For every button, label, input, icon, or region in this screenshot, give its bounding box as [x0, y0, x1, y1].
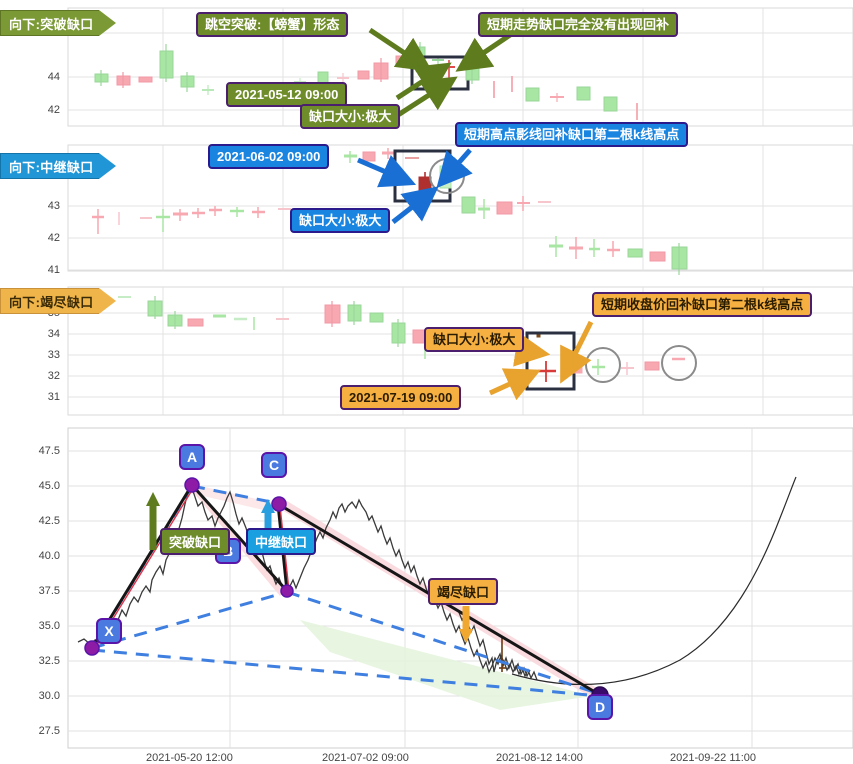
xtick-main-0: 2021-05-20 12:00 — [146, 752, 233, 764]
ytick-exhaustion-4: 31 — [47, 391, 60, 403]
ytick-exhaustion-1: 34 — [47, 328, 60, 340]
pivot-badge-d[interactable]: D — [587, 694, 613, 720]
callout-exhaustion-date: 2021-07-19 09:00 — [340, 385, 462, 410]
ytick-main-7: 30.0 — [38, 690, 60, 702]
ytick-main-1: 45.0 — [38, 480, 60, 492]
callout-runaway-date: 2021-06-02 09:00 — [208, 144, 330, 169]
banner-exhaustion-gap: 向下:竭尽缺口 — [0, 288, 117, 314]
banner-arrow-tip-icon — [99, 153, 117, 179]
xtick-main-3: 2021-09-22 11:00 — [670, 752, 757, 764]
pivot-badge-x[interactable]: X — [96, 618, 122, 644]
callout-crab-pattern: 跳空突破:【螃蟹】形态 — [196, 12, 349, 37]
banner-exhaustion-label: 向下:竭尽缺口 — [0, 288, 100, 314]
ytick-breakaway-2: 42 — [47, 104, 60, 116]
callout-runaway-size: 缺口大小:极大 — [290, 208, 391, 233]
callout-high-shadow-refill: 短期高点影线回补缺口第二根k线高点 — [455, 122, 689, 147]
pivot-badge-a[interactable]: A — [179, 444, 205, 470]
ytick-breakaway-1: 44 — [47, 71, 60, 83]
ytick-exhaustion-3: 32 — [47, 370, 60, 382]
ytick-runaway-2: 41 — [47, 264, 60, 276]
pivot-badge-c[interactable]: C — [261, 452, 287, 478]
xtick-main-1: 2021-07-02 09:00 — [322, 752, 409, 764]
ytick-main-3: 40.0 — [38, 550, 60, 562]
callout-breakaway-size: 缺口大小:极大 — [300, 104, 401, 129]
ytick-exhaustion-2: 33 — [47, 349, 60, 361]
banner-arrow-tip-icon — [99, 10, 117, 36]
xtick-main-2: 2021-08-12 14:00 — [496, 752, 583, 764]
panel-runaway: 43 42 41 — [0, 139, 853, 277]
ytick-runaway-0: 43 — [47, 200, 60, 212]
candles-runaway — [92, 148, 688, 275]
callout-close-price-refill: 短期收盘价回补缺口第二根k线高点 — [592, 292, 813, 317]
ytick-main-2: 42.5 — [38, 515, 60, 527]
gaptag-runaway: 中继缺口 — [246, 528, 317, 555]
panel-breakaway-plot — [67, 7, 853, 127]
panel-main-plot — [67, 427, 853, 749]
ytick-main-5: 35.0 — [38, 620, 60, 632]
callout-no-refill: 短期走势缺口完全没有出现回补 — [478, 12, 679, 37]
banner-breakaway-gap: 向下:突破缺口 — [0, 10, 117, 36]
callout-exhaustion-size: 缺口大小:极大 — [424, 327, 525, 352]
ytick-runaway-1: 42 — [47, 232, 60, 244]
banner-arrow-tip-icon — [99, 288, 117, 314]
ytick-main-8: 27.5 — [38, 725, 60, 737]
exhaustion-spike — [499, 636, 506, 672]
panel-breakaway: 46 44 42 — [0, 0, 853, 133]
banner-runaway-gap: 向下:中继缺口 — [0, 153, 117, 179]
ytick-main-0: 47.5 — [38, 445, 60, 457]
banner-runaway-label: 向下:中继缺口 — [0, 153, 100, 179]
gaptag-exhaustion: 竭尽缺口 — [428, 578, 499, 605]
panel-runaway-plot — [67, 144, 853, 275]
ytick-main-4: 37.5 — [38, 585, 60, 597]
ytick-main-6: 32.5 — [38, 655, 60, 667]
gaptag-breakaway: 突破缺口 — [160, 528, 231, 555]
panel-main: 47.5 45.0 42.5 40.0 37.5 35.0 32.5 30.0 … — [0, 420, 853, 764]
callout-breakaway-date: 2021-05-12 09:00 — [226, 82, 348, 107]
banner-breakaway-label: 向下:突破缺口 — [0, 10, 100, 36]
